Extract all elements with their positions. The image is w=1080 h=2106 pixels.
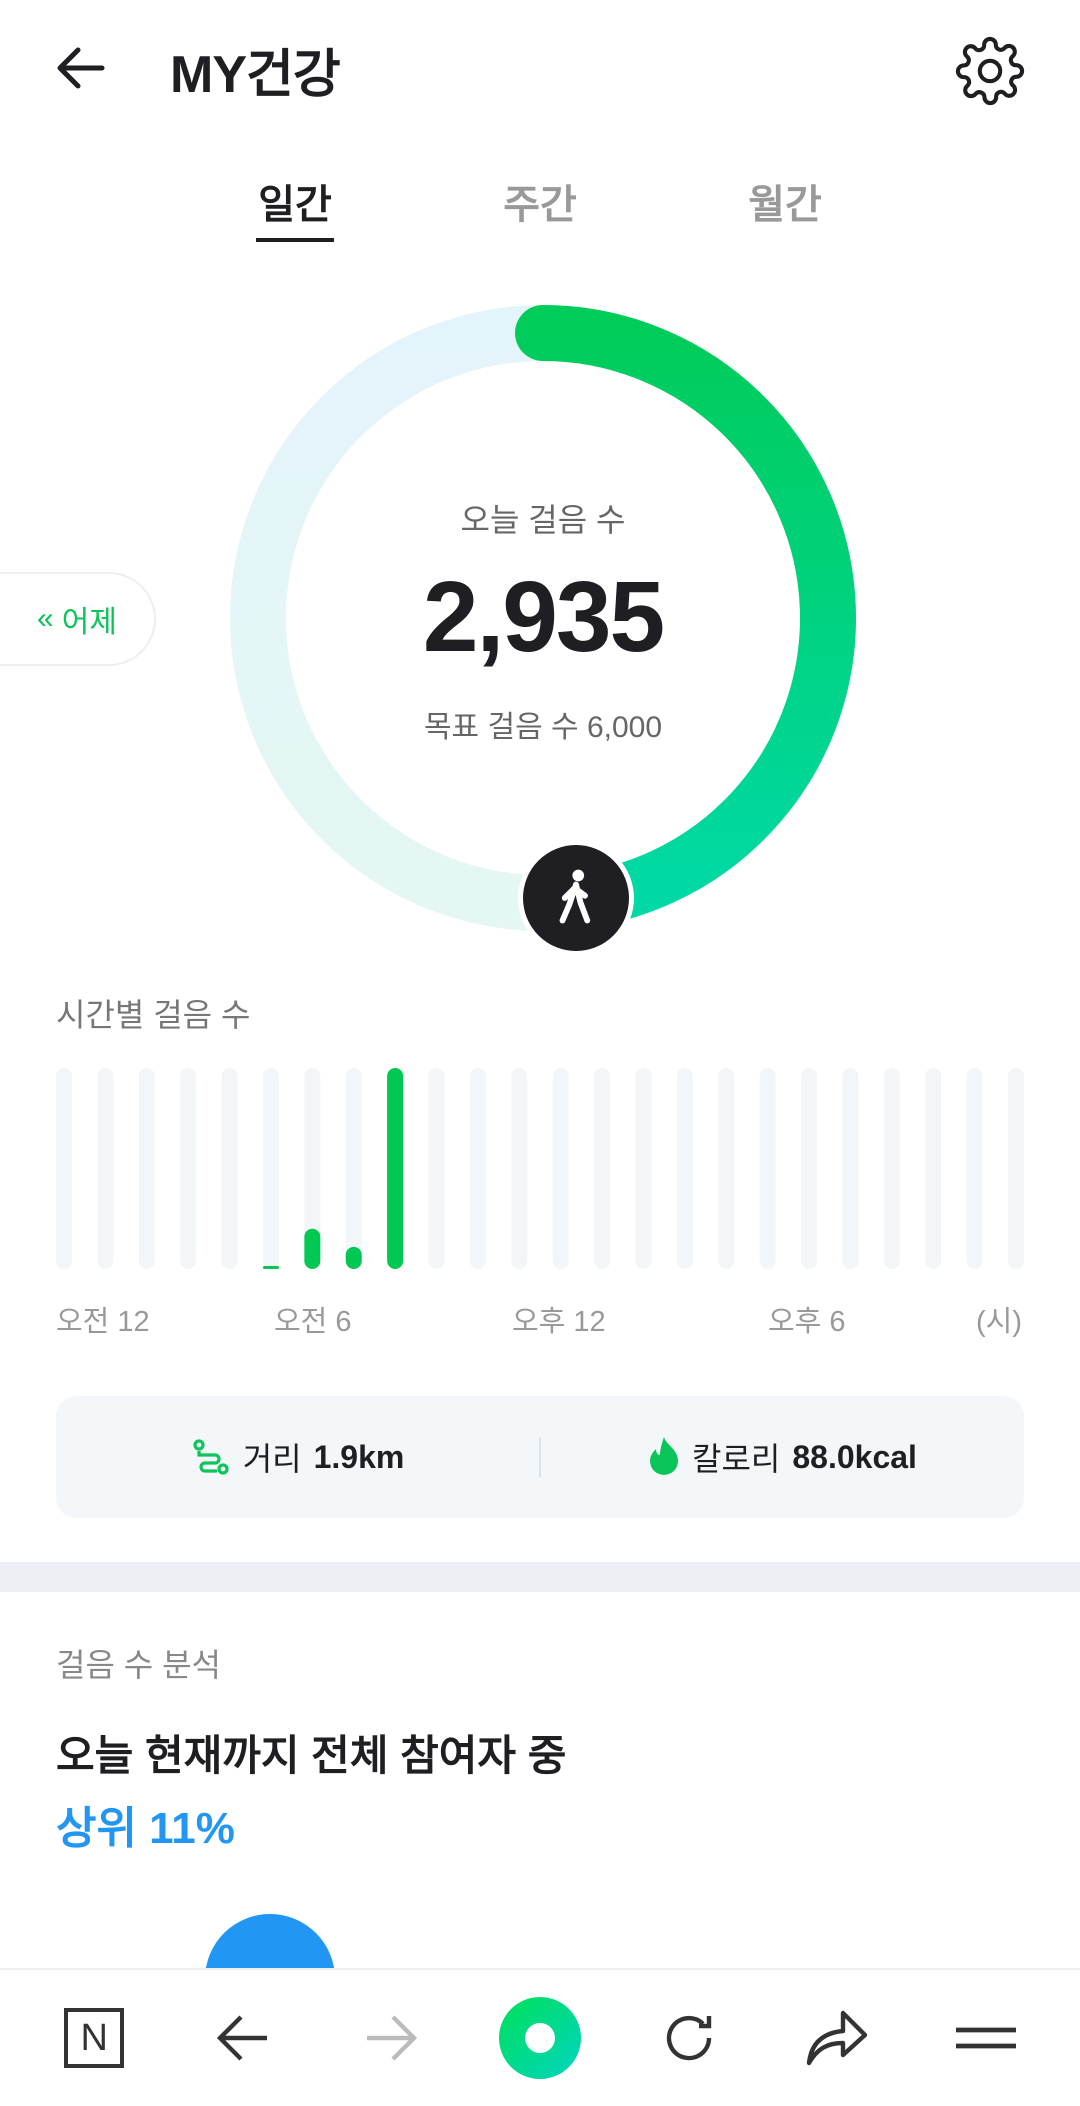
share-icon[interactable] xyxy=(792,1993,882,2083)
x-label: 오후 12 xyxy=(512,1306,606,1338)
back-button[interactable] xyxy=(52,40,108,96)
green-dot-icon[interactable] xyxy=(495,1993,585,2083)
bar-track xyxy=(56,1068,72,1269)
hourly-bar-chart xyxy=(56,1068,1024,1269)
bar-track xyxy=(676,1068,693,1269)
tab-weekly[interactable]: 주간 xyxy=(503,183,577,227)
bar-track xyxy=(262,1068,279,1269)
double-chevron-left-icon: « xyxy=(37,602,54,635)
naver-home-button[interactable]: N xyxy=(49,1993,139,2083)
today-steps-label: 오늘 걸음 수 xyxy=(460,502,626,538)
divider xyxy=(539,1437,541,1477)
x-label: (시) xyxy=(976,1306,1022,1338)
hourly-bar xyxy=(262,1266,279,1269)
bar-track xyxy=(842,1068,859,1269)
menu-icon[interactable] xyxy=(941,1993,1031,2083)
bar-track xyxy=(428,1068,445,1269)
analysis-section-title: 걸음 수 분석 xyxy=(56,1647,221,1683)
bottom-nav: N xyxy=(0,1968,1080,2106)
bar-track xyxy=(1008,1068,1024,1269)
bar-track xyxy=(221,1068,238,1269)
hourly-title: 시간별 걸음 수 xyxy=(56,997,251,1033)
yesterday-button[interactable]: «어제 xyxy=(0,572,156,666)
ring-progress xyxy=(515,305,856,931)
hourly-bar xyxy=(387,1068,404,1269)
walking-person-icon xyxy=(518,840,634,956)
bar-track xyxy=(759,1068,776,1269)
bar-track xyxy=(345,1068,362,1269)
stats-card: 거리 1.9km 칼로리 88.0kcal xyxy=(56,1396,1024,1518)
route-icon xyxy=(193,1439,229,1475)
analysis-rank: 상위 11% xyxy=(56,1804,235,1853)
flame-icon xyxy=(650,1437,679,1475)
bar-track xyxy=(883,1068,900,1269)
hourly-bar xyxy=(304,1228,321,1269)
bar-track xyxy=(97,1068,114,1269)
gear-icon[interactable] xyxy=(955,36,1025,106)
page-title: MY건강 xyxy=(170,46,341,104)
step-progress-ring xyxy=(230,305,856,931)
bar-track xyxy=(304,1068,321,1269)
bar-track xyxy=(469,1068,486,1269)
bar-track xyxy=(180,1068,197,1269)
refresh-icon[interactable] xyxy=(644,1993,734,2083)
bar-track xyxy=(594,1068,611,1269)
x-label: 오전 6 xyxy=(274,1306,352,1338)
forward-arrow-icon[interactable] xyxy=(346,1993,436,2083)
hourly-bar xyxy=(345,1246,362,1269)
bar-track xyxy=(925,1068,942,1269)
today-steps-value: 2,935 xyxy=(422,561,665,673)
tab-daily[interactable]: 일간 xyxy=(215,172,375,242)
bar-track xyxy=(635,1068,652,1269)
back-arrow-icon[interactable] xyxy=(198,1993,288,2083)
naver-home-icon: N xyxy=(64,2008,125,2068)
bar-track xyxy=(138,1068,155,1269)
bar-track xyxy=(801,1068,818,1269)
x-label: 오전 12 xyxy=(56,1306,150,1338)
bar-track xyxy=(552,1068,569,1269)
section-divider xyxy=(0,1562,1080,1592)
bar-track xyxy=(966,1068,983,1269)
x-label: 오후 6 xyxy=(768,1306,846,1338)
analysis-headline: 오늘 현재까지 전체 참여자 중 xyxy=(56,1732,567,1779)
bar-track xyxy=(511,1068,528,1269)
goal-steps: 목표 걸음 수 6,000 xyxy=(423,711,663,744)
bar-track xyxy=(718,1068,735,1269)
tab-monthly[interactable]: 월간 xyxy=(748,183,822,227)
